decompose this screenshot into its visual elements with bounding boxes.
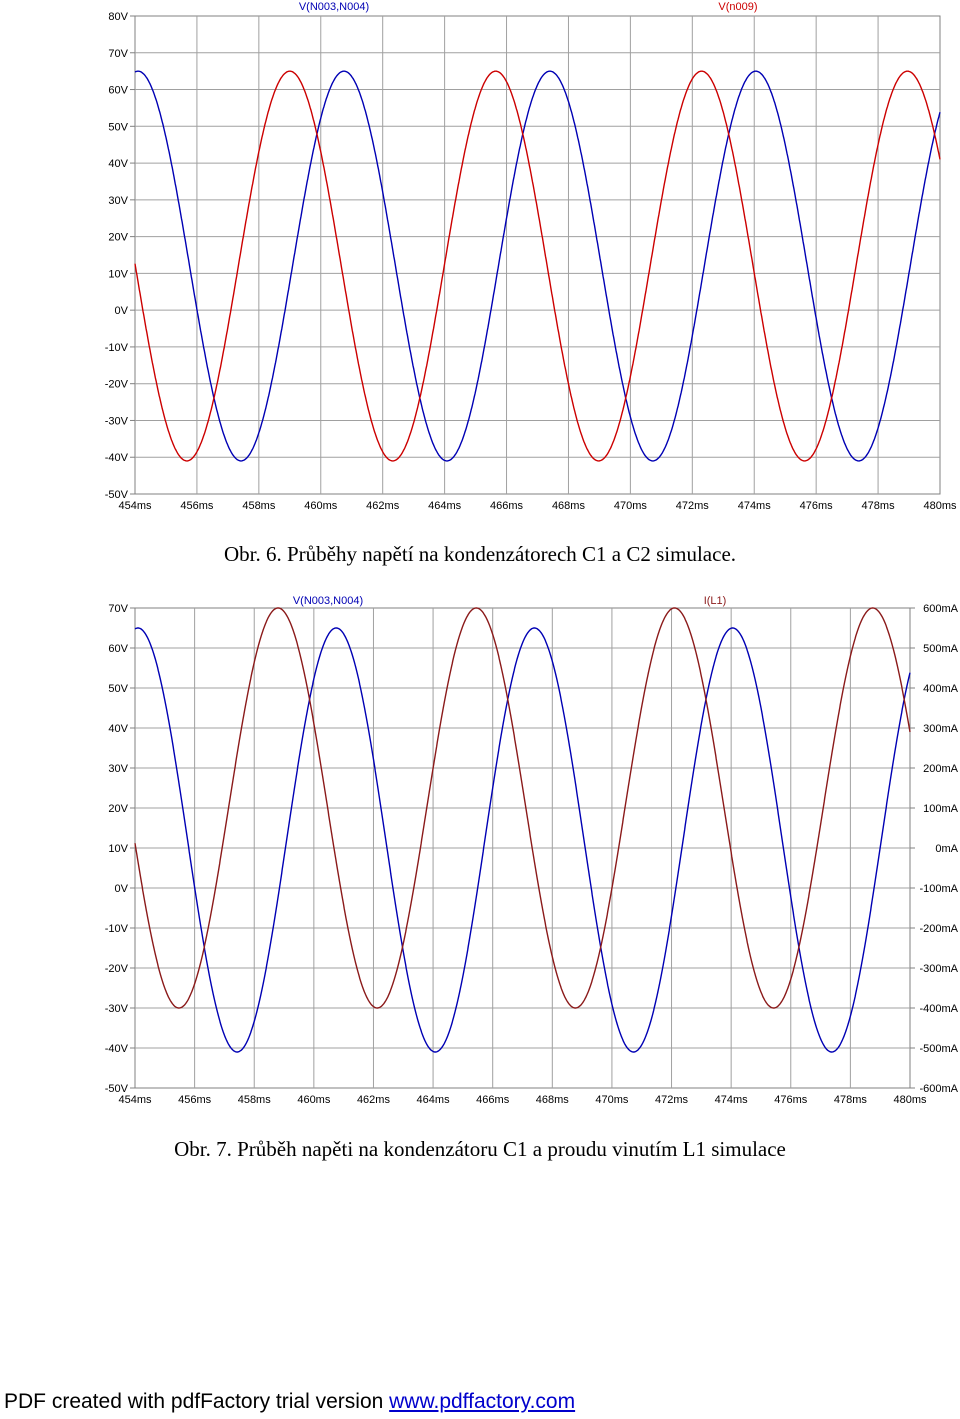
y-tick-label: 20V xyxy=(108,232,128,244)
figure-6-caption: Obr. 6. Průběhy napětí na kondenzátorech… xyxy=(223,542,737,566)
figure-7-caption: Obr. 7. Průběh napěti na kondenzátoru C1… xyxy=(174,1137,786,1161)
y-tick-label: -30V xyxy=(105,1003,129,1015)
y2-tick-label: -400mA xyxy=(919,1003,958,1015)
x-tick-label: 476ms xyxy=(800,500,834,512)
x-tick-label: 468ms xyxy=(536,1094,570,1106)
x-tick-label: 460ms xyxy=(304,500,338,512)
x-tick-label: 462ms xyxy=(357,1094,391,1106)
y-tick-label: -20V xyxy=(105,379,129,391)
y-tick-label: 70V xyxy=(108,603,128,615)
x-tick-label: 454ms xyxy=(118,1094,152,1106)
x-tick-label: 466ms xyxy=(476,1094,510,1106)
legend-v-n009: V(n009) xyxy=(718,1,757,13)
x-tick-label: 480ms xyxy=(893,1094,927,1106)
chart-capacitor-voltages: 454ms 456ms 458ms 460ms 462ms 464ms 466ms 468ms… xyxy=(105,1,957,512)
y2-tick-label: 500mA xyxy=(923,643,959,655)
y-tick-label: -10V xyxy=(105,342,129,354)
y-tick-label: 0V xyxy=(115,883,129,895)
legend-v-n003-n004: V(N003,N004) xyxy=(293,595,363,607)
x-tick-label: 474ms xyxy=(715,1094,749,1106)
y2-tick-label: 600mA xyxy=(923,603,959,615)
y-tick-label: 10V xyxy=(108,843,128,855)
series-line-v-n003-n004 xyxy=(134,70,941,462)
x-tick-label: 466ms xyxy=(490,500,524,512)
y2-tick-label: -600mA xyxy=(919,1083,958,1095)
x-tick-label: 470ms xyxy=(595,1094,629,1106)
x-tick-label: 472ms xyxy=(676,500,710,512)
footer-link[interactable]: www.pdffactory.com xyxy=(389,1390,576,1413)
grid xyxy=(135,608,910,1088)
x-tick-label: 460ms xyxy=(297,1094,331,1106)
x-tick-label: 458ms xyxy=(242,500,276,512)
x-tick-label: 462ms xyxy=(366,500,400,512)
x-tick-label: 464ms xyxy=(417,1094,451,1106)
legend-v-n003-n004: V(N003,N004) xyxy=(299,1,369,13)
y-tick-label: 50V xyxy=(108,683,128,695)
x-tick-label: 456ms xyxy=(178,1094,212,1106)
y-tick-label: 20V xyxy=(108,803,128,815)
y-tick-label: 10V xyxy=(108,268,128,280)
x-tick-label: 476ms xyxy=(774,1094,808,1106)
y-tick-label: -40V xyxy=(105,1043,129,1055)
y-tick-label: 30V xyxy=(108,763,128,775)
y-tick-label: 60V xyxy=(108,643,128,655)
x-tick-label: 468ms xyxy=(552,500,586,512)
y2-tick-label: -200mA xyxy=(919,923,958,935)
x-tick-label: 454ms xyxy=(118,500,152,512)
series-line-v-n003-n004 xyxy=(134,627,911,1053)
y-tick-label: 50V xyxy=(108,121,128,133)
y2-tick-label: 200mA xyxy=(923,763,959,775)
x-tick-label: 478ms xyxy=(862,500,896,512)
x-tick-label: 464ms xyxy=(428,500,462,512)
y-tick-label: -10V xyxy=(105,923,129,935)
y-tick-label: -50V xyxy=(105,1083,129,1095)
footer-text: PDF created with pdfFactory trial versio… xyxy=(4,1390,390,1413)
y-tick-label: 30V xyxy=(108,195,128,207)
y-tick-label: -40V xyxy=(105,452,129,464)
x-tick-label: 470ms xyxy=(614,500,648,512)
x-tick-label: 456ms xyxy=(180,500,214,512)
y2-tick-label: 100mA xyxy=(923,803,959,815)
chart-voltage-and-current: 454ms 456ms 458ms 460ms 462ms 464ms 466ms 468ms… xyxy=(105,595,959,1106)
plot-frame xyxy=(134,15,941,495)
y-tick-label: 60V xyxy=(108,85,128,97)
y-tick-label: -30V xyxy=(105,415,129,427)
legend-i-l1: I(L1) xyxy=(704,595,727,607)
x-tick-label: 480ms xyxy=(923,500,957,512)
y2-tick-label: 300mA xyxy=(923,723,959,735)
x-tick-label: 458ms xyxy=(238,1094,272,1106)
y2-tick-label: -100mA xyxy=(919,883,958,895)
y-tick-label: 40V xyxy=(108,723,128,735)
grid xyxy=(135,16,940,494)
y-tick-label: 80V xyxy=(108,11,128,23)
x-tick-label: 474ms xyxy=(738,500,772,512)
y2-tick-label: 0mA xyxy=(935,843,958,855)
series-line-v-n009 xyxy=(134,70,941,462)
y-tick-label: 40V xyxy=(108,158,128,170)
pdf-footer: PDF created with pdfFactory trial versio… xyxy=(4,1390,575,1414)
y2-tick-label: -500mA xyxy=(919,1043,958,1055)
y-tick-label: 0V xyxy=(115,305,129,317)
y2-tick-label: -300mA xyxy=(919,963,958,975)
y2-tick-label: 400mA xyxy=(923,683,959,695)
x-tick-label: 478ms xyxy=(834,1094,868,1106)
y-tick-label: -20V xyxy=(105,963,129,975)
series-line-i-l1 xyxy=(134,607,911,1009)
y-tick-label: 70V xyxy=(108,48,128,60)
y-tick-label: -50V xyxy=(105,489,129,501)
x-tick-label: 472ms xyxy=(655,1094,689,1106)
